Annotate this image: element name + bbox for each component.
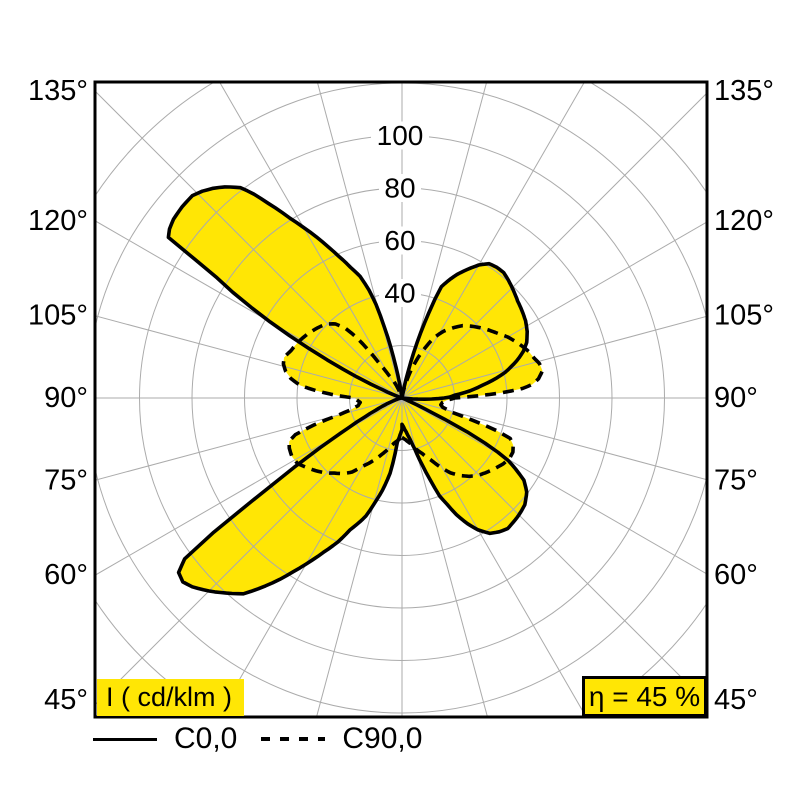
legend-label-c0: C0,0 [174, 722, 238, 755]
curve-c900 [281, 322, 545, 479]
radial-tick-label-60: 60 [384, 225, 415, 256]
legend: C0,0 C90,0 [93, 722, 446, 756]
grid-spoke-75 [401, 82, 488, 399]
grid-spoke-165 [95, 315, 403, 399]
angle-label-left-135: 135° [28, 75, 88, 107]
grid-spoke-345 [401, 397, 707, 481]
radial-label-bg-100 [371, 121, 429, 150]
grid-spoke-315 [401, 397, 707, 704]
grid-spoke-15 [401, 315, 707, 399]
angle-label-left-45: 45° [44, 684, 88, 716]
angle-label-right-60: 60° [714, 559, 758, 591]
radial-tick-label-40: 40 [384, 278, 415, 309]
angle-label-left-60: 60° [44, 559, 88, 591]
grid-spoke-330 [401, 397, 707, 575]
efficiency-label: η = 45 % [588, 680, 701, 712]
grid-spoke-120 [218, 82, 403, 399]
angle-label-right-120: 120° [714, 205, 774, 237]
angle-label-right-75: 75° [714, 464, 758, 496]
radial-label-bg-80 [379, 174, 421, 202]
angle-label-left-75: 75° [44, 464, 88, 496]
radial-tick-label-80: 80 [384, 173, 415, 204]
efficiency-box: η = 45 % [582, 676, 707, 717]
legend-solid-line-swatch [93, 737, 157, 741]
angle-label-left-120: 120° [28, 205, 88, 237]
grid-spoke-150 [95, 220, 403, 399]
plot-frame [93, 80, 709, 719]
grid-spoke-285 [401, 397, 488, 717]
angle-label-right-45: 45° [714, 684, 758, 716]
radial-tick-label-100: 100 [377, 120, 424, 151]
radial-label-bg-40 [379, 279, 421, 307]
intensity-unit-label: I ( cd/klm ) [106, 682, 232, 712]
curve-stroke-layer [166, 185, 545, 596]
grid-spoke-255 [316, 397, 403, 717]
angle-label-left-90: 90° [44, 382, 88, 414]
grid-spoke-135 [95, 90, 403, 399]
angle-label-right-90: 90° [714, 382, 758, 414]
radial-tick-labels: 40 60 80 100 [371, 120, 429, 309]
legend-label-c90: C90,0 [342, 722, 423, 755]
grid-spoke-45 [401, 92, 707, 399]
grid-spoke-300 [401, 397, 587, 717]
angle-tick-labels: 45° 45° 60° 60° 75° 75° 90° 90° 105° 105° 120° 120°… [28, 75, 774, 716]
angle-label-left-105: 105° [28, 300, 88, 332]
grid-spoke-30 [401, 221, 707, 399]
angle-label-right-105: 105° [714, 300, 774, 332]
legend-dashed-line-swatch [261, 737, 326, 741]
angle-label-right-135: 135° [714, 75, 774, 107]
intensity-unit-box: I ( cd/klm ) [97, 679, 244, 716]
radial-label-bg-60 [379, 226, 421, 255]
grid-spoke-225 [95, 397, 403, 706]
